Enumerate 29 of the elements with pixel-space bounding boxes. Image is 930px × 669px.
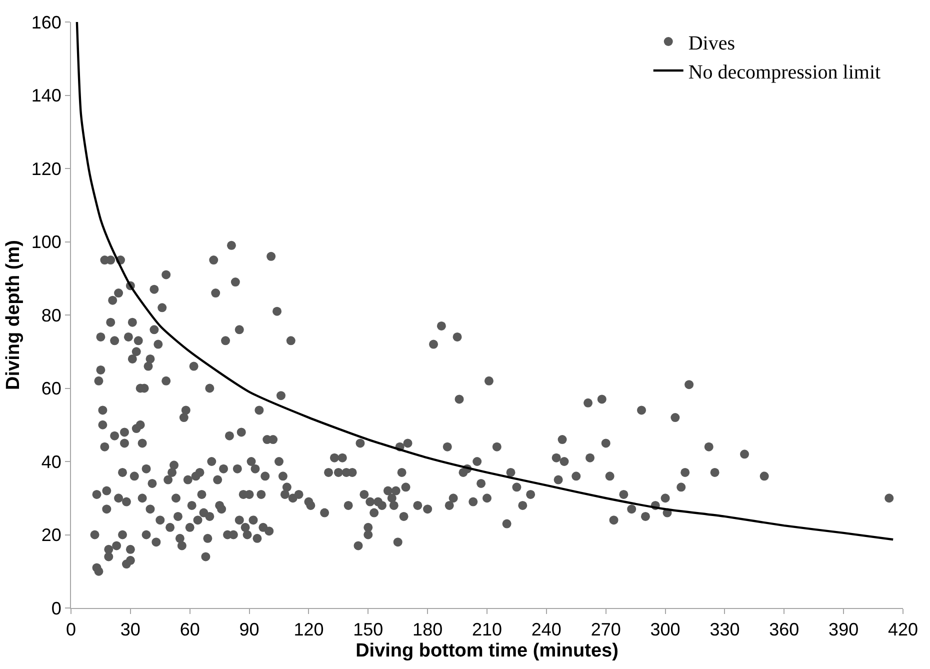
x-tick-label: 0 <box>66 620 76 640</box>
y-axis-title: Diving depth (m) <box>3 240 24 390</box>
y-tick-label: 80 <box>41 305 62 326</box>
y-tick-label: 60 <box>41 378 62 399</box>
legend-label: Dives <box>688 32 736 54</box>
y-tick-label: 100 <box>31 232 62 252</box>
x-axis-title: Diving bottom time (minutes) <box>356 640 618 662</box>
x-tick-label: 240 <box>531 620 562 640</box>
y-tick-label: 40 <box>41 452 62 472</box>
y-tick-label: 20 <box>41 525 62 546</box>
y-tick-label: 120 <box>31 158 62 179</box>
line-series <box>76 22 894 541</box>
x-tick-label: 300 <box>650 620 680 640</box>
x-tick-label: 420 <box>888 620 918 640</box>
y-tick-label: 0 <box>51 598 62 618</box>
x-tick-label: 390 <box>828 620 859 640</box>
y-tick-label: 140 <box>31 86 62 106</box>
x-tick-label: 90 <box>239 620 260 640</box>
x-tick-label: 330 <box>710 620 740 640</box>
x-tick-label: 30 <box>120 620 140 640</box>
legend-label: No decompression limit <box>688 61 881 84</box>
x-tick-label: 120 <box>294 620 324 640</box>
x-tick-label: 180 <box>412 620 443 640</box>
x-tick-label: 270 <box>590 620 621 640</box>
x-tick-label: 360 <box>769 620 800 640</box>
y-tick-label: 160 <box>31 12 62 32</box>
x-tick-label: 60 <box>180 620 200 640</box>
x-tick-label: 150 <box>353 620 384 640</box>
x-tick-label: 210 <box>472 620 502 640</box>
